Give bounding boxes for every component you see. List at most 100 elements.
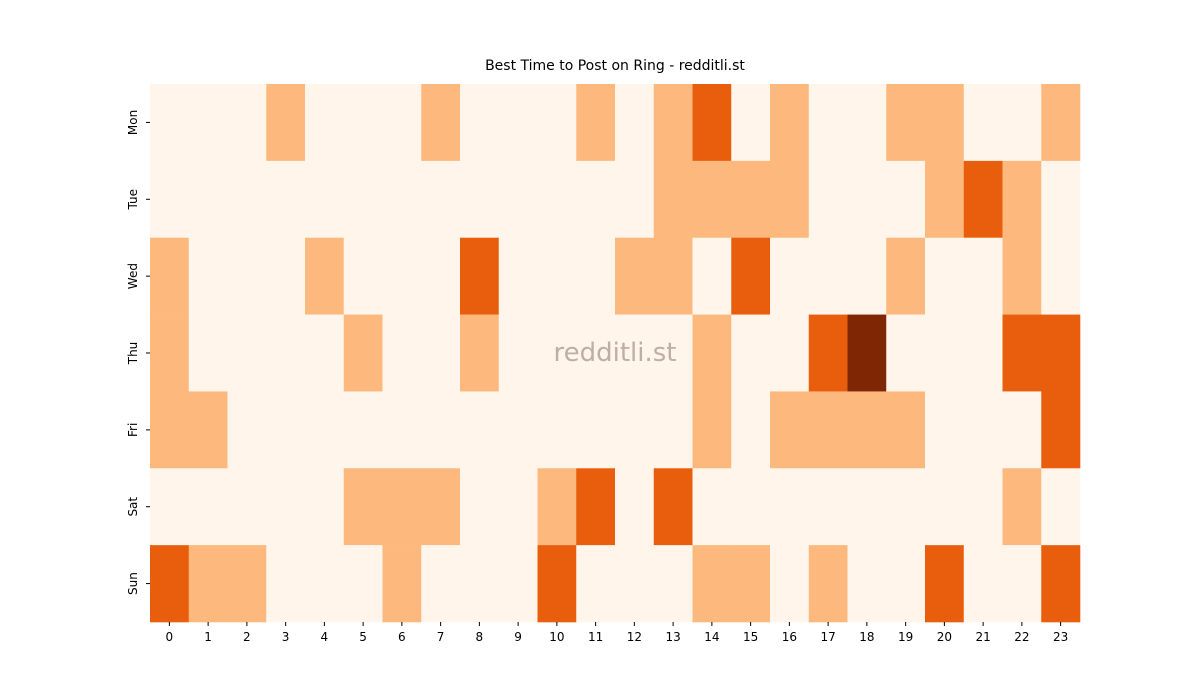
- heatmap-cell: [343, 545, 383, 623]
- heatmap-cell: [615, 84, 655, 162]
- heatmap-cell: [886, 545, 926, 623]
- heatmap-cell: [266, 391, 306, 469]
- heatmap-cell: [343, 160, 383, 239]
- heatmap-cell: [1002, 84, 1042, 162]
- heatmap-cell: [460, 84, 500, 162]
- heatmap-cell: [692, 391, 732, 469]
- heatmap-cell: [150, 314, 190, 392]
- heatmap-cell: [847, 314, 887, 392]
- x-tick-label: 18: [859, 630, 874, 644]
- heatmap-cell: [266, 545, 306, 623]
- heatmap-cell: [1041, 160, 1081, 239]
- heatmap-cell: [770, 160, 810, 239]
- heatmap-cell: [925, 314, 965, 392]
- heatmap-cell: [925, 84, 965, 162]
- heatmap-cell: [1002, 468, 1042, 546]
- heatmap-cell: [1002, 545, 1042, 623]
- heatmap-cell: [963, 391, 1003, 469]
- x-tick-label: 7: [437, 630, 445, 644]
- x-tick-label: 0: [166, 630, 174, 644]
- heatmap-cell: [847, 391, 887, 469]
- heatmap-cell: [692, 84, 732, 162]
- heatmap-cell: [615, 160, 655, 239]
- heatmap-cell: [653, 237, 693, 315]
- heatmap-cell: [188, 237, 228, 315]
- heatmap-cell: [963, 314, 1003, 392]
- heatmap-cell: [963, 468, 1003, 546]
- heatmap-cell: [150, 468, 190, 546]
- heatmap-cell: [615, 545, 655, 623]
- heatmap-cell: [343, 391, 383, 469]
- x-tick-label: 10: [549, 630, 564, 644]
- heatmap-cell: [305, 391, 345, 469]
- heatmap-cell: [731, 314, 771, 392]
- heatmap-cell: [653, 545, 693, 623]
- heatmap-cell: [227, 237, 267, 315]
- heatmap-cell: [537, 160, 577, 239]
- heatmap-cell: [421, 237, 461, 315]
- heatmap-cell: [150, 84, 190, 162]
- x-tick-label: 20: [937, 630, 952, 644]
- x-tick-label: 3: [282, 630, 290, 644]
- heatmap-cell: [421, 545, 461, 623]
- heatmap-cell: [731, 237, 771, 315]
- heatmap-cell: [963, 545, 1003, 623]
- heatmap-cell: [343, 314, 383, 392]
- heatmap-cell: [227, 314, 267, 392]
- heatmap-cell: [227, 545, 267, 623]
- heatmap-cell: [576, 314, 616, 392]
- heatmap-cell: [615, 468, 655, 546]
- x-tick-label: 19: [898, 630, 913, 644]
- heatmap-cell: [227, 391, 267, 469]
- heatmap-cell: [1041, 545, 1081, 623]
- heatmap-cell: [847, 237, 887, 315]
- heatmap-cell: [731, 391, 771, 469]
- heatmap-cell: [808, 314, 848, 392]
- heatmap-cell: [305, 314, 345, 392]
- x-tick-label: 13: [665, 630, 680, 644]
- cells: [150, 84, 1081, 623]
- heatmap-cell: [615, 237, 655, 315]
- heatmap-cell: [576, 160, 616, 239]
- x-tick-label: 16: [782, 630, 797, 644]
- heatmap-cell: [770, 84, 810, 162]
- heatmap-cell: [382, 84, 422, 162]
- x-tick-label: 23: [1053, 630, 1068, 644]
- heatmap-cell: [266, 314, 306, 392]
- x-tick-label: 22: [1014, 630, 1029, 644]
- heatmap-cell: [498, 237, 538, 315]
- heatmap-cell: [150, 237, 190, 315]
- heatmap-cell: [266, 84, 306, 162]
- heatmap-cell: [925, 160, 965, 239]
- heatmap-cell: [963, 237, 1003, 315]
- heatmap-cell: [925, 237, 965, 315]
- heatmap-cell: [188, 545, 228, 623]
- heatmap-cell: [731, 468, 771, 546]
- heatmap-cell: [498, 391, 538, 469]
- heatmap-cell: [537, 391, 577, 469]
- x-tick-label: 11: [588, 630, 603, 644]
- heatmap-cell: [847, 468, 887, 546]
- heatmap-cell: [460, 160, 500, 239]
- heatmap-cell: [963, 160, 1003, 239]
- heatmap-cell: [770, 545, 810, 623]
- heatmap-cell: [770, 314, 810, 392]
- heatmap-cell: [188, 391, 228, 469]
- heatmap-cell: [421, 160, 461, 239]
- heatmap-cell: [460, 468, 500, 546]
- heatmap-cell: [305, 160, 345, 239]
- y-tick-label: Mon: [126, 110, 140, 135]
- x-tick-label: 21: [975, 630, 990, 644]
- heatmap-cell: [653, 84, 693, 162]
- heatmap-cell: [963, 84, 1003, 162]
- x-tick-label: 5: [359, 630, 367, 644]
- y-tick-label: Sun: [126, 572, 140, 595]
- x-tick-label: 6: [398, 630, 406, 644]
- heatmap-cell: [537, 84, 577, 162]
- heatmap-cell: [731, 84, 771, 162]
- heatmap-cell: [692, 468, 732, 546]
- heatmap-cell: [382, 160, 422, 239]
- heatmap-cell: [1002, 237, 1042, 315]
- x-tick-label: 2: [243, 630, 251, 644]
- heatmap-cell: [382, 314, 422, 392]
